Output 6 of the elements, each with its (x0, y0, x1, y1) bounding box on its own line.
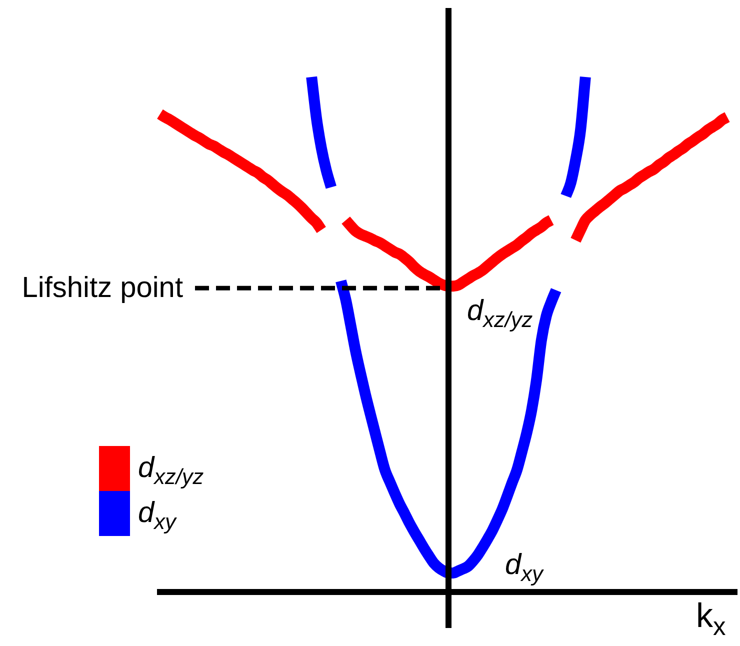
annotation: d$_{xy}$ (505, 549, 543, 586)
ref-line-label: Lifshitz point (22, 271, 183, 306)
legend-label: d$_{xz/yz}$ (138, 452, 204, 489)
annotation: d$_{xz/yz}$ (467, 295, 533, 332)
x-axis-title: k$_{x}$ (696, 597, 726, 642)
legend-label: d$_{xy}$ (138, 497, 176, 534)
